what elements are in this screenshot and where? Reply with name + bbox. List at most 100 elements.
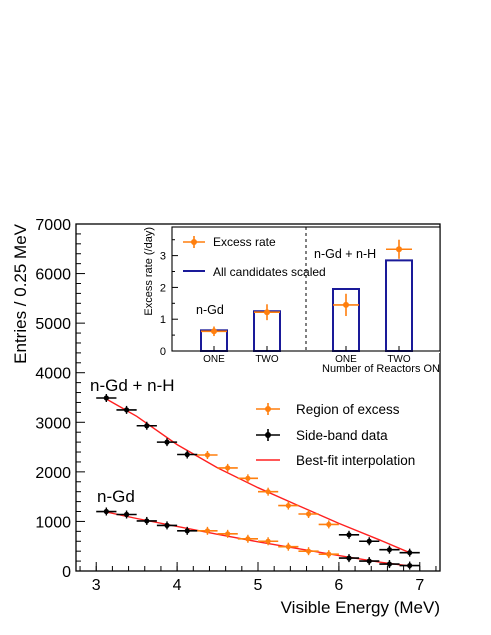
- point-marker: [204, 452, 211, 458]
- y-tick-label-1000: 1000: [35, 514, 71, 531]
- sideband-point-n-gd: [379, 560, 400, 569]
- excess-point-n-gd-n-h: [237, 474, 258, 483]
- point-marker: [184, 528, 190, 534]
- point-marker: [305, 511, 312, 517]
- point-marker: [164, 522, 170, 528]
- inset-x-axis-label: Number of Reactors ON: [322, 363, 440, 375]
- sideband-point-n-gd: [136, 516, 157, 525]
- excess-point-n-gd: [237, 534, 258, 543]
- sideband-point-n-gd-n-h: [338, 530, 360, 539]
- legend-side-band-data: Side-band data: [256, 428, 388, 443]
- inset-y-axis-label: Excess rate (/day): [143, 227, 155, 316]
- inset-excess-point-ngd-two: [254, 304, 280, 321]
- excess-point-n-gd-n-h: [197, 451, 218, 460]
- x-axis-label: Visible Energy (MeV): [281, 598, 440, 617]
- x-tick-label-6: 6: [334, 577, 343, 594]
- sideband-point-n-gd: [116, 510, 137, 519]
- sideband-point-n-gd-n-h: [379, 545, 400, 554]
- excess-point-n-gd-n-h: [278, 501, 299, 510]
- y-tick-label-5000: 5000: [35, 316, 71, 333]
- point-marker: [144, 518, 150, 524]
- sideband-point-n-gd: [177, 526, 198, 535]
- sideband-point-n-gd: [96, 507, 117, 516]
- x-tick-label-5: 5: [254, 577, 263, 594]
- point-marker: [103, 395, 109, 401]
- excess-point-n-gd-n-h: [217, 463, 238, 472]
- inset-group-label-ngd: n-Gd: [196, 303, 224, 317]
- point-marker: [386, 561, 393, 567]
- inset-legend: Excess rate All candidates scaled: [183, 235, 326, 279]
- legend-excess-rate: Excess rate: [183, 235, 276, 249]
- legend-region-of-excess: Region of excess: [256, 402, 400, 417]
- point-marker: [305, 548, 312, 554]
- sideband-point-n-gd-n-h: [136, 421, 157, 430]
- sideband-point-n-gd-n-h: [96, 393, 117, 402]
- excess-point-n-gd: [217, 529, 238, 538]
- main-annotation-ngd-nh: n-Gd + n-H: [90, 376, 175, 395]
- inset-y-tick-label-1: 1: [160, 314, 166, 326]
- point-marker: [285, 544, 291, 550]
- inset-x-tick-label-two: TWO: [387, 354, 411, 365]
- legend-all-candidates: All candidates scaled: [183, 265, 326, 279]
- sideband-point-n-gd: [359, 557, 380, 566]
- point-marker: [326, 551, 332, 557]
- main-legend: Region of excess Side-band data Best-fit…: [256, 402, 415, 468]
- sideband-point-n-gd: [156, 521, 178, 530]
- inset-plot: 0 1 2 3 ONE TWO ONE TWO Excess rate All candida…: [143, 226, 441, 375]
- main-axes: 3 4 5 6 7 0 1000 2000 3000 4000 5000 6000 7000: [35, 217, 437, 594]
- inset-excess-point-ngd-one: [201, 326, 227, 337]
- legend-label-best-fit: Best-fit interpolation: [296, 453, 415, 468]
- inset-x-tick-label-two: TWO: [255, 354, 279, 365]
- inset-y-tick-label-0: 0: [160, 346, 166, 358]
- point-marker: [164, 439, 170, 445]
- y-tick-label-3000: 3000: [35, 415, 71, 432]
- point-marker: [265, 489, 271, 495]
- y-tick-label-2000: 2000: [35, 465, 71, 482]
- legend-label-region-of-excess: Region of excess: [296, 402, 400, 417]
- point-marker: [184, 451, 190, 458]
- y-tick-label-0: 0: [62, 564, 71, 581]
- point-marker: [285, 502, 291, 509]
- inset-y-tick-label-3: 3: [160, 251, 166, 263]
- inset-x-tick-label-one: ONE: [203, 354, 225, 365]
- point-marker: [144, 423, 150, 429]
- point-marker: [265, 538, 271, 544]
- excess-point-n-gd: [258, 537, 279, 546]
- sideband-point-n-gd-n-h: [156, 438, 178, 447]
- data-points: [96, 393, 420, 570]
- excess-point-n-gd: [318, 550, 339, 559]
- point-marker: [225, 531, 231, 537]
- point-marker: [103, 508, 109, 515]
- point-marker: [123, 511, 130, 518]
- sideband-point-n-gd-n-h: [177, 450, 198, 459]
- inset-point-marker: [211, 328, 217, 335]
- inset-point-marker: [396, 246, 402, 253]
- sideband-point-n-gd-n-h: [116, 405, 137, 414]
- inset-excess-point-ngd-nh-two: [386, 239, 412, 259]
- point-marker: [366, 538, 372, 544]
- main-annotation-ngd: n-Gd: [97, 487, 135, 506]
- point-marker: [225, 465, 231, 471]
- x-tick-label-7: 7: [415, 577, 424, 594]
- point-marker: [245, 475, 251, 481]
- inset-points: [201, 239, 412, 337]
- excess-point-n-gd: [278, 542, 299, 551]
- sideband-point-n-gd-n-h: [399, 548, 420, 557]
- point-marker: [346, 555, 352, 561]
- point-marker: [407, 550, 413, 556]
- inset-y-tick-label-2: 2: [160, 282, 166, 294]
- inset-point-marker: [343, 301, 349, 308]
- excess-point-n-gd-n-h: [258, 487, 279, 496]
- y-tick-label-4000: 4000: [35, 366, 71, 383]
- inset-excess-point-ngd-nh-one: [333, 293, 359, 317]
- legend-label-excess-rate: Excess rate: [213, 235, 276, 249]
- legend-label-all-candidates: All candidates scaled: [213, 265, 326, 279]
- y-axis-label: Entries / 0.25 MeV: [11, 223, 30, 364]
- x-tick-label-4: 4: [173, 577, 182, 594]
- y-tick-label-7000: 7000: [35, 217, 71, 234]
- y-tick-label-6000: 6000: [35, 267, 71, 284]
- point-marker: [123, 407, 130, 413]
- excess-point-n-gd: [197, 526, 218, 535]
- point-marker: [407, 562, 413, 569]
